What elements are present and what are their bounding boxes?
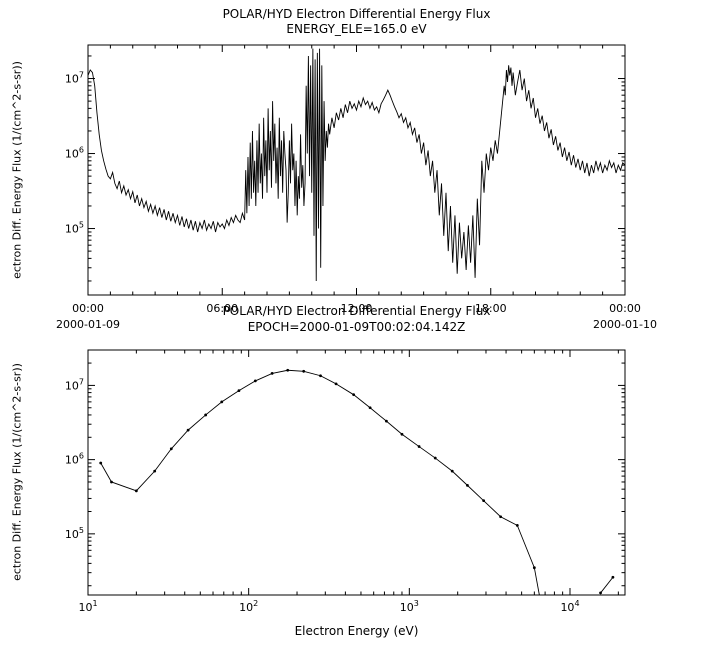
x-tick-sub-label: 2000-01-09 bbox=[56, 318, 120, 331]
spectrum-y-axis-label: ectron Diff. Energy Flux (1/(cm^2-s-sr)) bbox=[10, 363, 24, 581]
x-tick-sub-label: 2000-01-10 bbox=[593, 318, 657, 331]
series-line bbox=[600, 576, 614, 594]
data-point bbox=[204, 413, 208, 417]
data-point bbox=[253, 379, 257, 383]
data-point bbox=[542, 614, 545, 617]
data-point bbox=[302, 369, 306, 373]
x-tick-label: 00:00 bbox=[609, 302, 641, 315]
data-point bbox=[450, 469, 454, 473]
axis-box bbox=[87, 44, 626, 296]
data-point bbox=[368, 406, 372, 410]
data-point bbox=[237, 389, 241, 393]
data-point bbox=[499, 515, 503, 519]
electron-flux-timeseries: 00:00 2000-01-09 06:00 12:00 18:00 00:00 2000-… bbox=[56, 44, 657, 331]
x-tick-label: 104 bbox=[560, 599, 579, 614]
data-point bbox=[286, 368, 290, 372]
data-point bbox=[99, 461, 103, 465]
x-tick-label: 102 bbox=[239, 599, 258, 614]
timeseries-title-line2: ENERGY_ELE=165.0 eV bbox=[286, 22, 427, 36]
spectrum-title-line2: EPOCH=2000-01-09T00:02:04.142Z bbox=[247, 320, 466, 334]
x-tick-label: 101 bbox=[78, 599, 97, 614]
electron-energy-spectrum: 101 102 103 104 105 106 107 bbox=[65, 349, 626, 617]
data-point bbox=[334, 382, 338, 386]
series-spectrum-high-tail bbox=[599, 575, 615, 595]
spectrum-x-axis-label: Electron Energy (eV) bbox=[294, 624, 419, 638]
x-tick-label: 18:00 bbox=[475, 302, 507, 315]
data-point bbox=[319, 374, 322, 378]
y-tick-label: 107 bbox=[65, 377, 84, 392]
tick-labels: 101 102 103 104 105 106 107 bbox=[65, 377, 580, 614]
tick-marks bbox=[87, 349, 625, 595]
series-spectrum bbox=[99, 368, 545, 617]
y-tick-label: 106 bbox=[65, 146, 84, 161]
tick-marks bbox=[87, 45, 626, 295]
x-tick-label: 00:00 bbox=[72, 302, 104, 315]
spectrum-title-line1: POLAR/HYD Electron Differential Energy F… bbox=[222, 304, 491, 318]
x-tick-label: 12:00 bbox=[341, 302, 373, 315]
x-tick-label: 103 bbox=[400, 599, 419, 614]
data-point bbox=[433, 456, 437, 460]
data-point bbox=[352, 393, 356, 397]
data-point bbox=[270, 372, 274, 375]
data-point bbox=[599, 591, 602, 595]
spectrum-title-block: POLAR/HYD Electron Differential Energy F… bbox=[88, 303, 625, 335]
timeseries-title-block: POLAR/HYD Electron Differential Energy F… bbox=[88, 7, 625, 37]
data-point bbox=[385, 419, 388, 423]
data-point bbox=[532, 566, 536, 570]
data-point bbox=[466, 483, 469, 487]
y-tick-label: 105 bbox=[65, 221, 84, 236]
data-point bbox=[482, 499, 486, 503]
data-point bbox=[417, 445, 421, 448]
data-point bbox=[169, 447, 173, 451]
x-tick-label: 06:00 bbox=[206, 302, 238, 315]
data-point bbox=[220, 400, 224, 404]
data-point bbox=[515, 523, 519, 527]
data-point bbox=[110, 480, 113, 484]
y-tick-label: 105 bbox=[65, 526, 84, 541]
data-point bbox=[186, 428, 190, 432]
series-line bbox=[88, 48, 625, 281]
series-flux-165ev bbox=[88, 48, 625, 281]
data-point bbox=[611, 575, 615, 579]
timeseries-y-axis-label: ectron Diff. Energy Flux (1/(cm^2-s-sr)) bbox=[10, 61, 24, 279]
y-tick-label: 106 bbox=[65, 452, 84, 467]
axis-box bbox=[87, 349, 626, 596]
data-point bbox=[153, 469, 157, 473]
series-line bbox=[100, 369, 540, 595]
data-point bbox=[134, 489, 138, 493]
data-point bbox=[400, 432, 404, 436]
y-tick-label: 107 bbox=[65, 71, 84, 86]
timeseries-title-line1: POLAR/HYD Electron Differential Energy F… bbox=[222, 7, 491, 21]
